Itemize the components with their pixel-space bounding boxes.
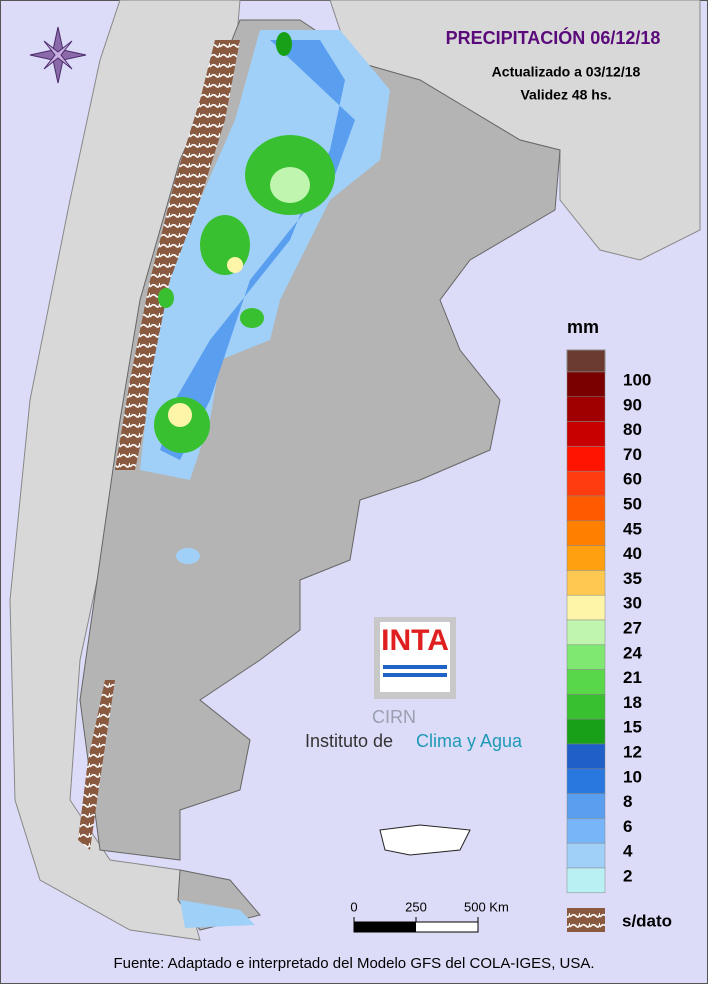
legend-swatch [566, 644, 606, 670]
logo-stripe [383, 665, 447, 669]
rain-area [227, 257, 243, 273]
legend-swatch [566, 619, 606, 646]
legend-label: 80 [623, 420, 642, 439]
legend-swatch [566, 594, 606, 621]
legend-label: 24 [623, 643, 642, 662]
legend-label: 4 [623, 842, 633, 861]
legend-label: 12 [623, 742, 642, 761]
legend-swatch [566, 718, 606, 745]
legend-top-swatch [566, 349, 606, 373]
legend-label: 21 [623, 668, 642, 687]
legend-unit: mm [567, 317, 599, 337]
rain-area [276, 32, 292, 56]
legend-label: 10 [623, 767, 642, 786]
legend-swatch [566, 421, 606, 447]
legend-label: 50 [623, 494, 642, 513]
validity: Validez 48 hs. [520, 87, 611, 103]
legend-swatch [566, 669, 606, 695]
legend-swatch [566, 842, 606, 869]
rain-area [176, 548, 200, 564]
rain-area [168, 403, 192, 427]
map-title: PRECIPITACIÓN 06/12/18 [446, 27, 661, 48]
legend-swatch [566, 545, 606, 571]
no-data-swatch [567, 908, 605, 932]
legend-swatch [566, 446, 606, 472]
scale-bar: 0 250 500 Km [350, 899, 509, 933]
rain-area [240, 308, 264, 328]
legend-label: 45 [623, 519, 642, 538]
institute-prefix: Instituto de [305, 731, 393, 751]
source: Fuente: Adaptado e interpretado del Mode… [113, 955, 594, 972]
legend-swatch [566, 570, 606, 596]
legend-label: 60 [623, 470, 642, 489]
rain-area [180, 900, 255, 928]
legend-label: 70 [623, 445, 642, 464]
rain-area [160, 40, 355, 460]
legend-swatch [566, 768, 606, 794]
legend-swatch [566, 818, 606, 844]
updated-date: Actualizado a 03/12/18 [492, 64, 641, 80]
legend-label: 40 [623, 544, 642, 563]
no-data-label: s/dato [622, 911, 672, 930]
scale-label: 500 Km [464, 899, 509, 914]
legend-label: 8 [623, 792, 632, 811]
scale-segment [354, 922, 416, 932]
legend-swatch [566, 495, 606, 522]
scale-label: 0 [350, 899, 357, 914]
logo-stripe [383, 673, 447, 677]
legend-label: 27 [623, 618, 642, 637]
legend-swatch [566, 867, 606, 894]
legend-swatch [566, 371, 606, 398]
legend-label: 90 [623, 395, 642, 414]
legend-swatch [566, 694, 606, 720]
legend-label: 18 [623, 693, 642, 712]
legend-label: 6 [623, 817, 632, 836]
logo-inner [380, 622, 450, 692]
legend-label: 30 [623, 594, 642, 613]
no-data-area [78, 680, 115, 850]
rain-area [158, 288, 174, 308]
legend-swatch [566, 743, 606, 770]
legend-swatch [566, 396, 606, 422]
compass-rose [29, 26, 87, 84]
rain-area [270, 167, 310, 203]
scale-label: 250 [405, 899, 427, 914]
logo-cirn: CIRN [372, 707, 416, 727]
legend-label: 2 [623, 866, 632, 885]
logo-inta: INTA [381, 624, 449, 657]
legend: 100 90 80 70 60 50 45 40 35 30 27 24 21 18 15 12 10 8 6 4 2 [566, 349, 651, 894]
legend-swatch [566, 520, 606, 546]
islands [379, 824, 471, 856]
legend-label: 100 [623, 370, 651, 389]
legend-label: 15 [623, 718, 642, 737]
no-data-area [115, 40, 240, 470]
legend-swatch [566, 793, 606, 819]
institute-name: Clima y Agua [416, 731, 523, 751]
legend-swatch [566, 470, 606, 497]
legend-label: 35 [623, 569, 642, 588]
